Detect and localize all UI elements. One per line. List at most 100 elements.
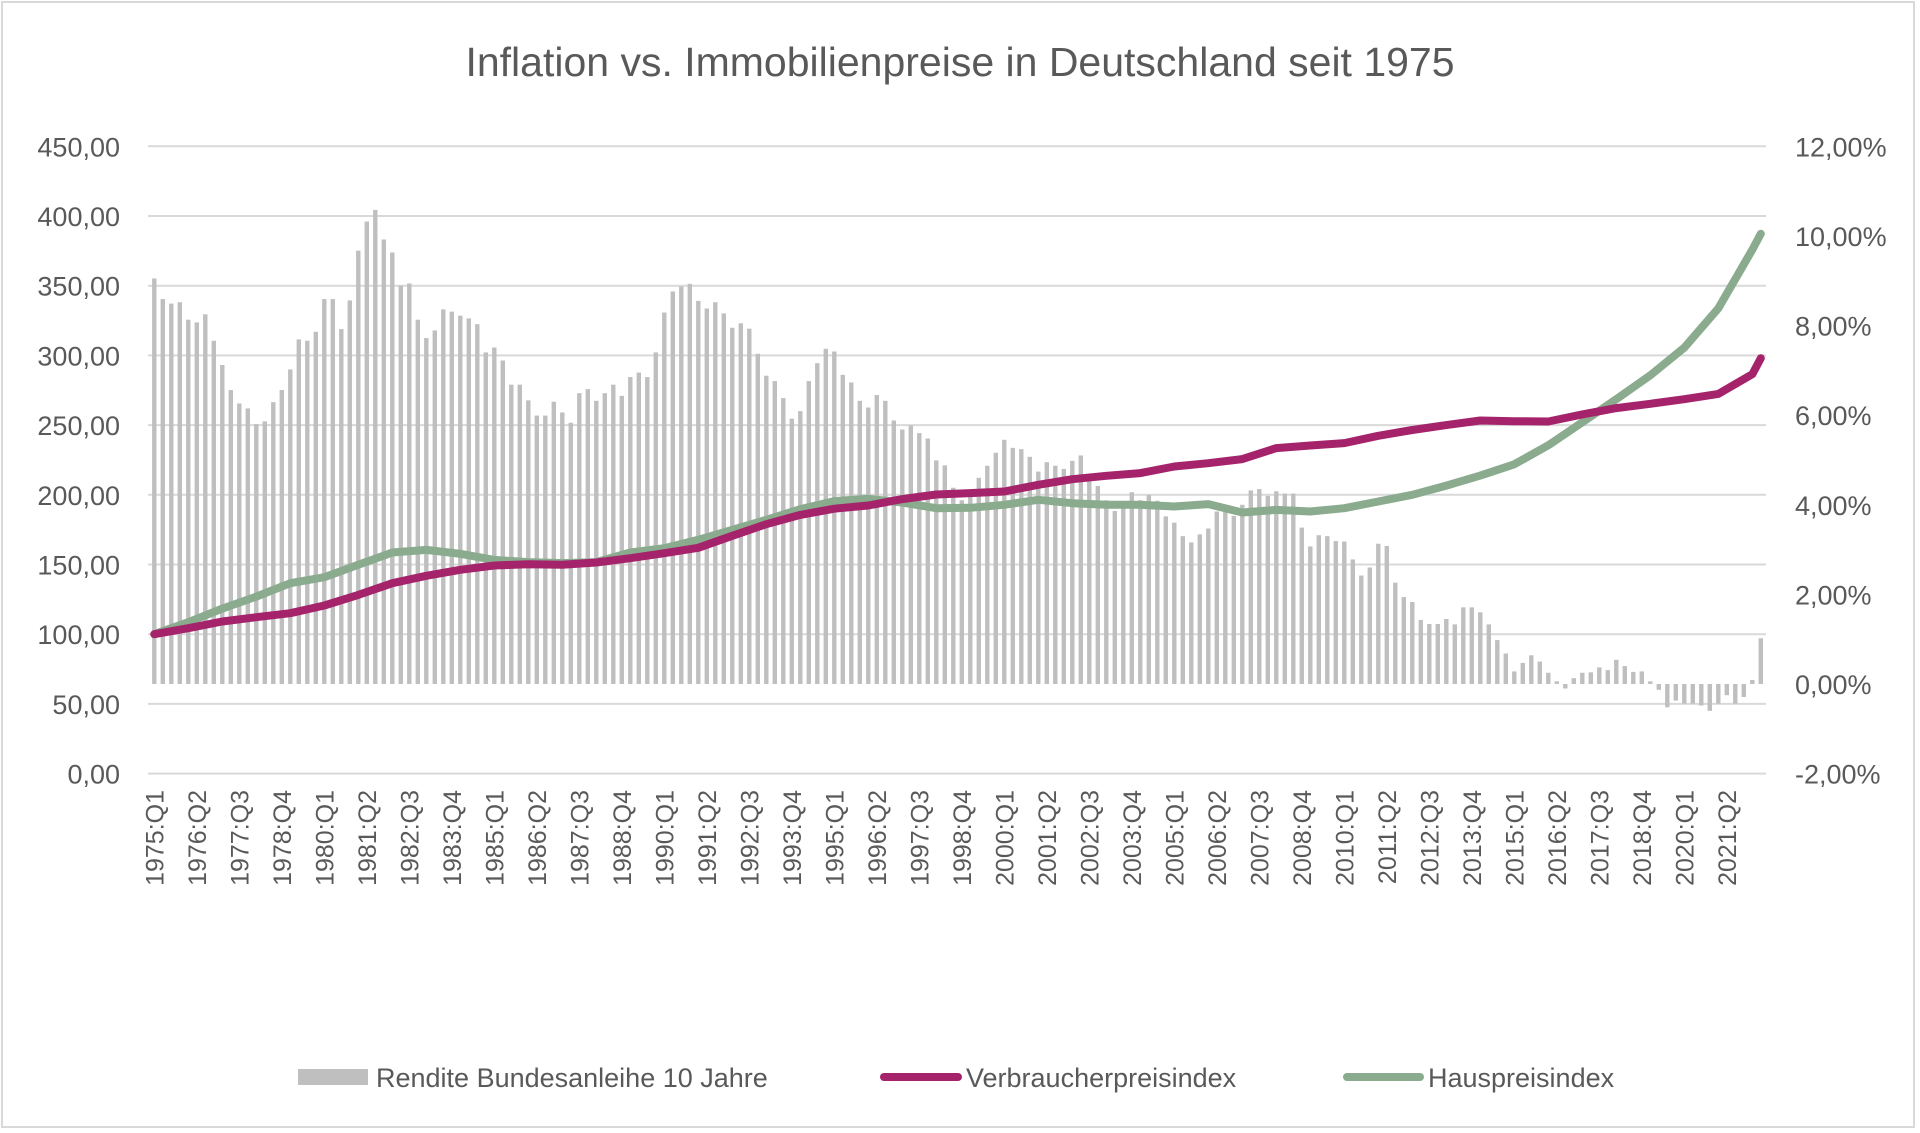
bond-yield-bar (534, 415, 539, 684)
bond-yield-bar (1690, 683, 1695, 704)
bond-yield-bar (1529, 655, 1534, 684)
bond-yield-bar (568, 422, 573, 684)
x-axis-tick-label: 2016:Q2 (1544, 790, 1572, 886)
x-axis-tick-label: 2017:Q3 (1586, 790, 1614, 886)
bond-yield-bar (1299, 527, 1304, 684)
bond-yield-bar (407, 283, 412, 684)
bond-yield-bar (1104, 500, 1109, 684)
bond-yield-bar (1053, 465, 1058, 684)
bond-yield-bar (1350, 559, 1355, 684)
x-axis-ticks: 1975:Q1 1976:Q2 1977:Q3 1978:Q4 1980:Q1 1981:… (141, 790, 1742, 886)
bond-yield-bar (211, 340, 216, 684)
bond-yield-bar (1138, 500, 1143, 684)
bond-yield-bar (1206, 528, 1211, 684)
bond-yield-bar (585, 389, 590, 684)
bond-yield-bar (917, 433, 922, 684)
bond-yield-bar (1639, 671, 1644, 684)
left-axis-tick-label: 100,00 (37, 620, 120, 650)
bond-yield-bar (925, 438, 930, 684)
right-axis-tick-label: 6,00% (1795, 401, 1872, 431)
bond-yield-bar (857, 400, 862, 684)
bond-yield-bar (1707, 683, 1712, 711)
bond-yield-bar (1121, 504, 1126, 684)
x-axis-tick-label: 1982:Q3 (396, 790, 424, 886)
bond-yield-bar (602, 393, 607, 684)
bond-yield-bar (1163, 516, 1168, 684)
bond-yield-bar (1172, 522, 1177, 684)
x-axis-tick-label: 1985:Q1 (481, 790, 509, 886)
bond-yield-bar (500, 360, 505, 684)
bond-yield-bar (968, 495, 973, 684)
bond-yield-bar (908, 425, 913, 684)
left-axis-tick-label: 450,00 (37, 132, 120, 162)
bond-yield-bar (942, 465, 947, 684)
bond-yield-bar (1087, 477, 1092, 684)
bond-yield-bar (1537, 661, 1542, 684)
x-axis-tick-label: 1988:Q4 (609, 790, 637, 886)
bond-yield-bar (611, 384, 616, 684)
x-axis-tick-label: 2007:Q3 (1246, 790, 1274, 886)
bond-yield-bar (1257, 489, 1262, 684)
bond-yield-bar (1758, 638, 1763, 684)
x-axis-tick-label: 2003:Q4 (1119, 790, 1147, 886)
bond-yield-bar (1461, 607, 1466, 684)
bond-yield-bar (934, 460, 939, 684)
bond-yield-bar (1189, 542, 1194, 684)
bond-yield-bar (1214, 511, 1219, 684)
right-axis-tick-label: 10,00% (1795, 222, 1887, 252)
bond-yield-bar (662, 312, 667, 684)
bond-yield-bar (832, 351, 837, 684)
bond-yield-bar (1418, 619, 1423, 684)
bond-yield-bar (883, 400, 888, 684)
bond-yield-bar (798, 411, 803, 684)
bond-yield-bar (747, 328, 752, 684)
left-axis-tick-label: 0,00 (67, 760, 120, 790)
legend-label-cpi: Verbraucherpreisindex (966, 1063, 1237, 1093)
bond-yield-bar (1325, 536, 1330, 684)
bond-yield-bar (781, 398, 786, 684)
bond-yield-bar (1231, 515, 1236, 684)
bond-yield-bar (398, 285, 403, 684)
house-price-index-line (150, 229, 1765, 639)
x-axis-tick-label: 1991:Q2 (694, 790, 722, 886)
bond-yield-bar (509, 384, 514, 684)
bond-yield-bar (1512, 671, 1517, 684)
bond-yield-bar (432, 330, 437, 684)
bond-yield-bar (330, 299, 335, 684)
bond-yield-bar (237, 403, 242, 684)
x-axis-tick-label: 1976:Q2 (184, 790, 212, 886)
x-axis-tick-label: 1978:Q4 (269, 790, 297, 886)
bond-yield-bar (458, 315, 463, 684)
bond-yield-bar (526, 400, 531, 684)
bond-yield-bar (891, 420, 896, 684)
bond-yield-bar (288, 369, 293, 684)
left-axis-tick-label: 50,00 (52, 690, 120, 720)
x-axis-tick-label: 1980:Q1 (311, 790, 339, 886)
bond-yield-bar (449, 311, 454, 684)
bond-yield-bar (1061, 468, 1066, 684)
bond-yield-bar (466, 318, 471, 684)
bond-yield-bar (1027, 456, 1032, 684)
bond-yield-bar (441, 309, 446, 684)
x-axis-tick-label: 1977:Q3 (226, 790, 254, 886)
bond-yield-bar (1597, 667, 1602, 684)
bond-yield-bar (322, 299, 327, 684)
bond-yield-bar (806, 381, 811, 684)
bond-yield-bar (1665, 683, 1670, 708)
bond-yield-bar (959, 500, 964, 684)
x-axis-tick-label: 2020:Q1 (1671, 790, 1699, 886)
bond-yield-bar (1384, 545, 1389, 684)
bond-yield-bar (1750, 679, 1755, 684)
bond-yield-bar (1342, 541, 1347, 684)
bond-yield-bar (1682, 683, 1687, 704)
bond-yield-bar (1410, 601, 1415, 684)
x-axis-tick-label: 2015:Q1 (1501, 790, 1529, 886)
bond-yield-bar (339, 329, 344, 684)
bond-yield-bar (1308, 546, 1313, 684)
bond-yield-bar (169, 303, 174, 684)
bond-yield-bar (1495, 640, 1500, 684)
bond-yield-bar (1699, 683, 1704, 706)
bond-yield-bar (1044, 462, 1049, 684)
